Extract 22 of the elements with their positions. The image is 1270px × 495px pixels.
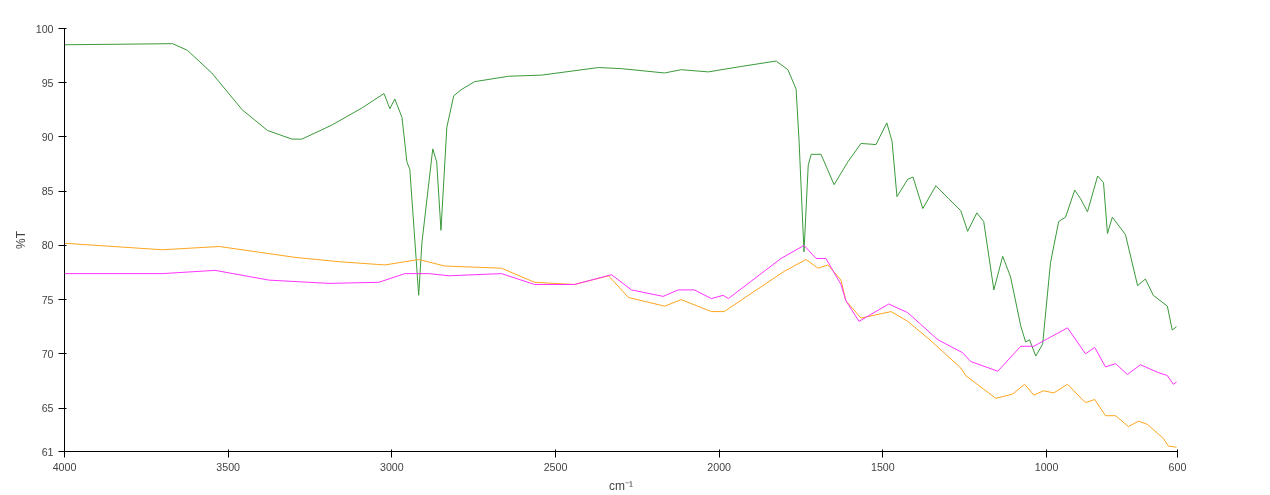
y-tick-label: 85: [41, 185, 54, 198]
x-tick-label: 600: [1168, 460, 1187, 473]
y-tick-label: 100: [35, 22, 54, 35]
y-tick-label: 95: [41, 76, 54, 89]
y-tick-label: 70: [41, 347, 54, 360]
x-axis-title: cm⁻¹: [609, 478, 633, 493]
line-series: [64, 242, 1178, 448]
y-tick-label: 65: [41, 402, 54, 415]
x-tick-label: 1500: [871, 460, 895, 473]
y-tick-label: 80: [41, 239, 54, 252]
x-tick-label: 3000: [380, 460, 404, 473]
x-tick-label: 4000: [52, 460, 77, 473]
x-tick-label: 2000: [707, 460, 732, 473]
y-tick-label: 75: [41, 293, 54, 306]
x-tick-label: 2500: [543, 460, 568, 473]
y-tick-label: 90: [41, 130, 54, 143]
line-series: [64, 43, 1178, 357]
line-series: [64, 244, 1178, 385]
x-tick-label: 3500: [216, 460, 241, 473]
y-tick-label: 61: [41, 445, 54, 458]
x-tick-label: 1000: [1034, 460, 1059, 473]
y-axis-title: %T: [13, 230, 28, 249]
